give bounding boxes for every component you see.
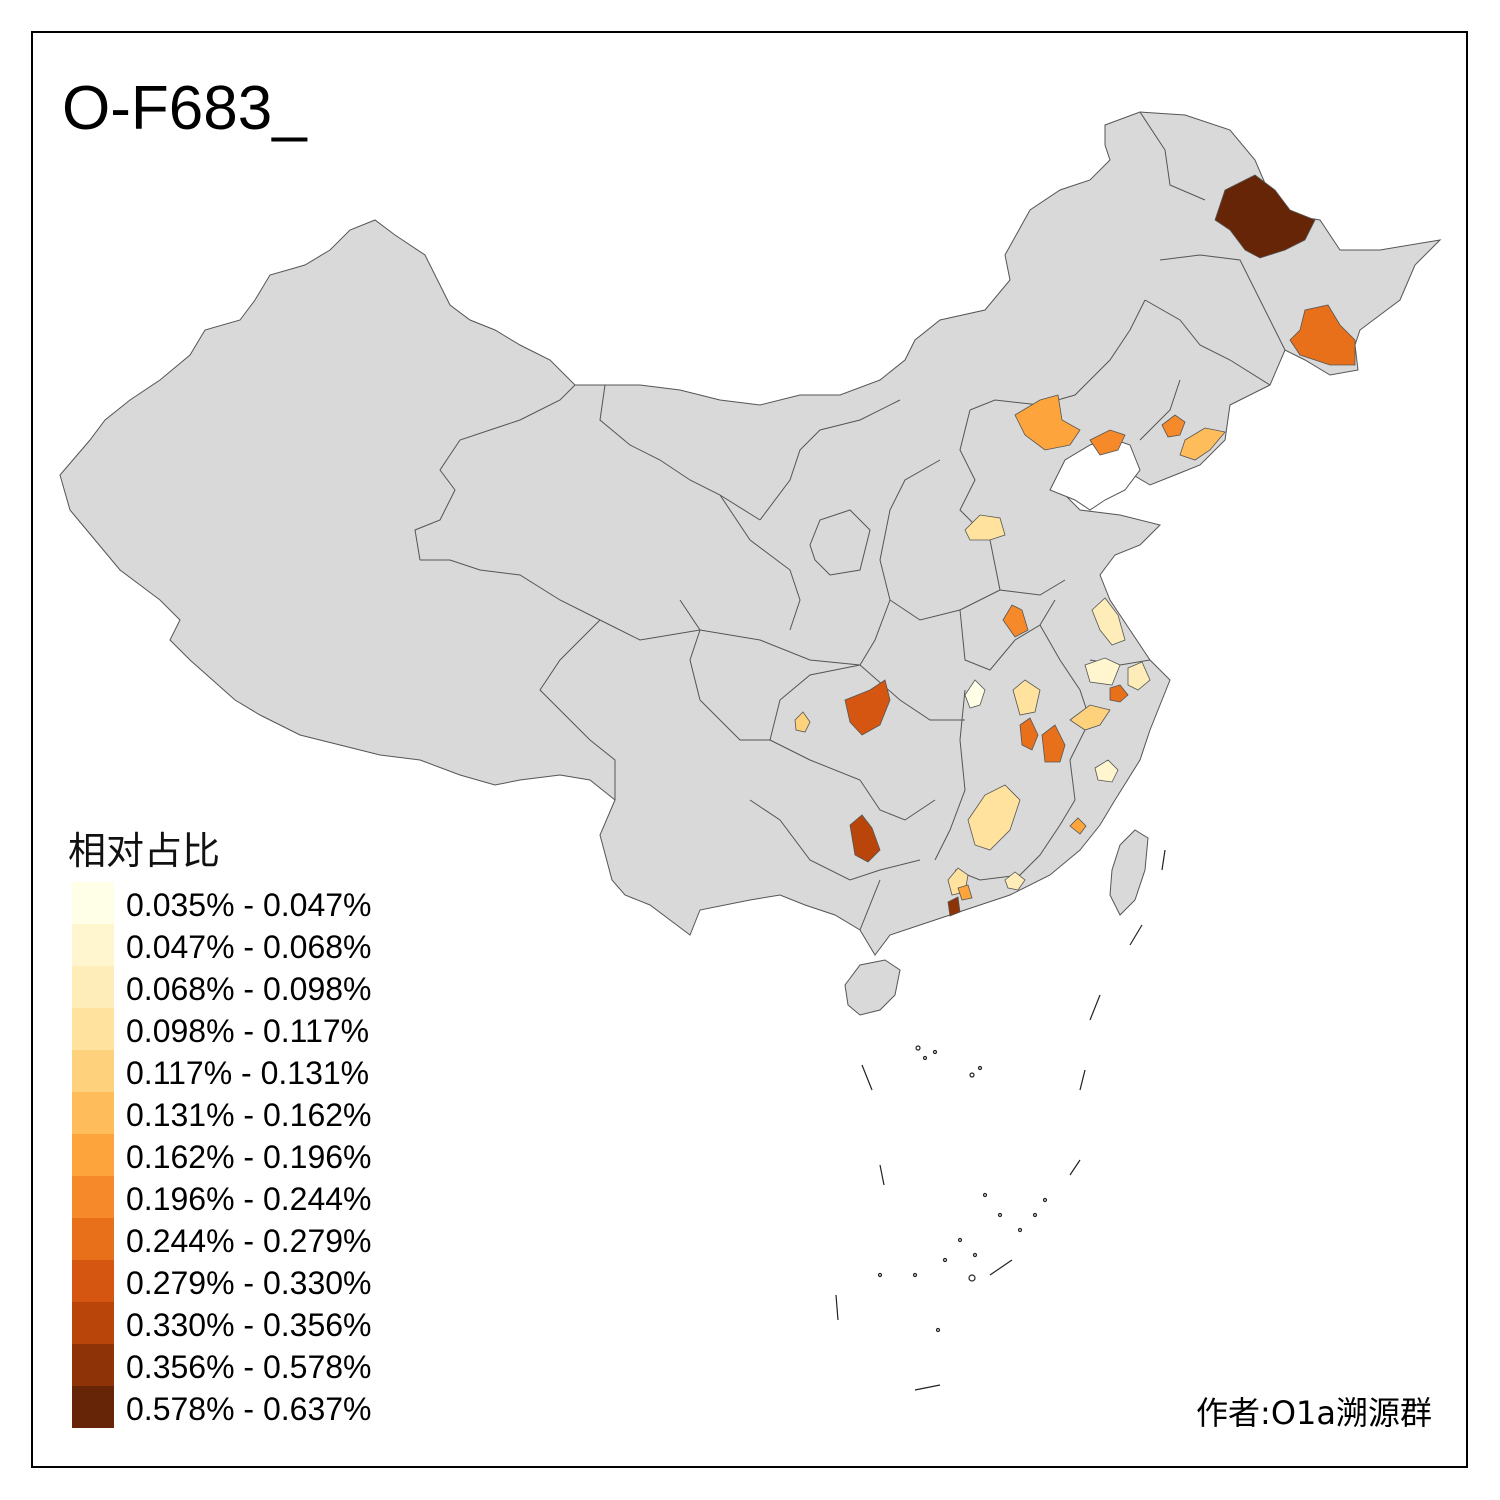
legend-swatch (72, 1344, 114, 1386)
author-credit: 作者:O1a溯源群 (1196, 1394, 1432, 1432)
region-shanxi-central (964, 514, 1006, 541)
legend-swatch (72, 1176, 114, 1218)
legend-swatch (72, 1302, 114, 1344)
legend-swatch (72, 1386, 114, 1428)
legend-swatch (72, 1008, 114, 1050)
legend-swatch (72, 1260, 114, 1302)
legend-label: 0.279% - 0.330% (126, 1265, 372, 1301)
region-anhui-middle (1012, 679, 1041, 716)
legend-label: 0.131% - 0.162% (126, 1097, 372, 1133)
region-guizhou (849, 814, 881, 863)
region-henan (1002, 604, 1029, 638)
legend-swatch (72, 924, 114, 966)
legend-label: 0.098% - 0.117% (126, 1013, 370, 1049)
region-dandong (1179, 427, 1226, 461)
region-hunan-south (967, 784, 1021, 851)
bohai-sea (1049, 437, 1141, 511)
legend-label: 0.196% - 0.244% (126, 1181, 372, 1217)
legend-label: 0.068% - 0.098% (126, 971, 372, 1007)
region-heilongjiang-north (1214, 174, 1316, 259)
region-anhui-north (1084, 657, 1121, 686)
legend-label: 0.162% - 0.196% (126, 1139, 372, 1175)
legend-label: 0.330% - 0.356% (126, 1307, 372, 1343)
legend-label: 0.047% - 0.068% (126, 929, 372, 965)
legend-label: 0.578% - 0.637% (126, 1391, 372, 1427)
region-guangdong-east (1004, 871, 1026, 891)
legend-swatch (72, 882, 114, 924)
legend-swatch (72, 1092, 114, 1134)
region-guangdong-south (947, 896, 961, 917)
region-chongqing (844, 679, 891, 736)
region-suzhou (1109, 684, 1129, 703)
region-shanghai (1127, 661, 1151, 691)
region-zhejiang (1069, 704, 1111, 731)
map-title: O-F683_ (62, 74, 307, 143)
hainan-island (844, 959, 901, 1016)
legend-swatch (72, 1134, 114, 1176)
legend-swatch (72, 966, 114, 1008)
legend-label: 0.244% - 0.279% (126, 1223, 372, 1259)
legend-swatch (72, 1050, 114, 1092)
region-liaoning-coast (1089, 429, 1126, 456)
china-mainland (59, 111, 1442, 956)
choropleth-regions (794, 174, 1356, 917)
region-jilin-south (1161, 414, 1186, 438)
region-jiangxi-north-a (1019, 717, 1039, 751)
legend-label: 0.035% - 0.047% (126, 887, 372, 923)
region-liaoning-west (1014, 394, 1081, 451)
region-jiangsu-north (1091, 597, 1126, 646)
province-borders (414, 111, 1286, 931)
south-sea-islands (835, 849, 1166, 1391)
region-sichuan-west (794, 711, 811, 733)
legend-label: 0.117% - 0.131% (126, 1055, 370, 1091)
region-guangdong-pearl (957, 884, 973, 901)
legend-title: 相对占比 (68, 829, 221, 873)
region-zhejiang-south (1094, 759, 1119, 783)
region-jiangxi-north-b (1041, 724, 1066, 763)
taiwan-island (1109, 829, 1149, 916)
legend-swatch (72, 1218, 114, 1260)
region-fujian (1069, 817, 1087, 835)
region-heilongjiang-east (1289, 304, 1356, 366)
legend-label: 0.356% - 0.578% (126, 1349, 372, 1385)
region-hubei-east (964, 679, 986, 709)
